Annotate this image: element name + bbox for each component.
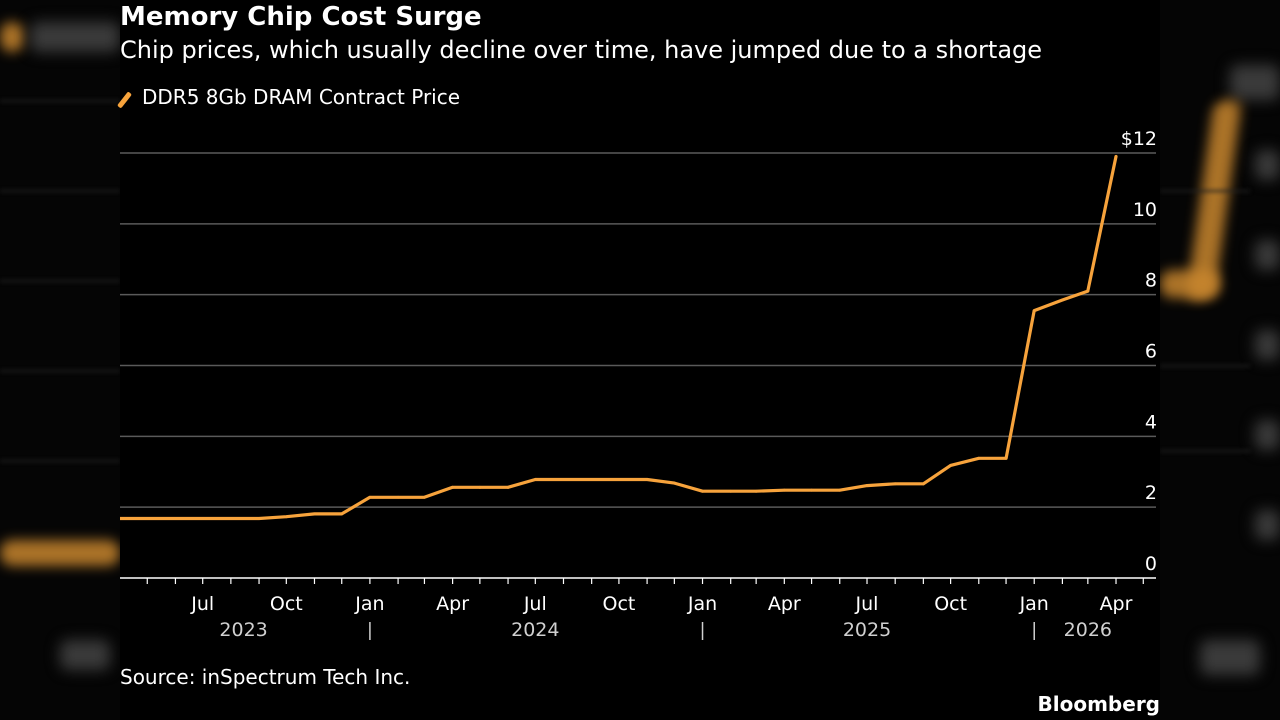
data-point [201, 517, 205, 520]
data-point [701, 489, 704, 493]
data-point [754, 489, 758, 493]
backdrop-right [1160, 0, 1280, 720]
y-tick-label: 0 [1145, 553, 1157, 575]
x-tick-label: Jul [855, 593, 879, 615]
x-tick-label: Oct [602, 593, 635, 615]
source-note: Source: inSpectrum Tech Inc. [120, 665, 411, 689]
x-tick-label: Apr [768, 593, 801, 615]
legend: DDR5 8Gb DRAM Contract Price [120, 85, 460, 109]
data-point [977, 456, 981, 460]
y-tick-label: 6 [1145, 341, 1157, 363]
y-tick-label: 2 [1145, 482, 1157, 504]
data-point [865, 484, 869, 487]
backdrop-left [0, 0, 120, 720]
data-point [672, 481, 676, 485]
data-point [782, 488, 786, 492]
data-point [120, 517, 122, 520]
x-year-label: 2025 [843, 619, 891, 641]
data-point [729, 489, 733, 493]
y-tick-label: 4 [1145, 411, 1157, 433]
y-tick-label: $12 [1121, 128, 1157, 150]
data-point [562, 478, 565, 481]
data-point [257, 517, 261, 520]
x-tick-label: Jan [1019, 593, 1049, 615]
data-point [284, 515, 288, 519]
line-chart: $12 10 8 6 4 2 0 Jul Oct Jan Apr Jul Oct Jan Apr Jul Oct… [120, 128, 1157, 641]
data-point [1060, 298, 1064, 302]
legend-label: DDR5 8Gb DRAM Contract Price [142, 85, 461, 109]
data-point [893, 482, 897, 486]
data-point [340, 512, 344, 516]
data-point [838, 488, 842, 492]
x-tick-label: Jul [523, 593, 547, 615]
x-year-label: 2023 [219, 619, 267, 641]
data-point [533, 478, 537, 481]
x-year-label: 2026 [1064, 619, 1112, 641]
data-point [313, 512, 316, 516]
data-point [396, 495, 400, 499]
data-point [949, 463, 953, 467]
data-point [368, 495, 372, 499]
x-year-label: 2024 [511, 619, 559, 641]
x-tick-label: Apr [436, 593, 469, 615]
data-point [921, 482, 925, 486]
x-tick-label: Oct [934, 593, 967, 615]
chart-card: Memory Chip Cost Surge Chip prices, whic… [120, 0, 1160, 720]
data-point [506, 485, 510, 489]
series-line [120, 154, 1118, 521]
data-point [145, 517, 149, 520]
data-point [1032, 309, 1036, 313]
data-point [617, 478, 621, 481]
x-tick-label: Jul [190, 593, 214, 615]
chart-subtitle: Chip prices, which usually decline over … [120, 36, 1043, 64]
x-tick-label: Oct [270, 593, 303, 615]
data-point [1114, 155, 1118, 158]
x-tick-label: Jan [687, 593, 717, 615]
y-tick-label: 10 [1133, 199, 1157, 221]
x-tick-label: Apr [1100, 593, 1133, 615]
data-point [1086, 289, 1090, 293]
y-tick-label: 8 [1145, 270, 1157, 292]
data-point [451, 485, 455, 489]
data-point [590, 478, 594, 481]
data-point [1004, 456, 1008, 460]
bloomberg-logo: Bloomberg [1037, 692, 1160, 716]
data-point [645, 478, 649, 481]
data-point [423, 495, 426, 499]
data-point [174, 517, 177, 520]
data-point [810, 488, 813, 492]
data-point [229, 517, 233, 520]
x-tick-label: Jan [354, 593, 384, 615]
data-point [478, 485, 482, 489]
chart-title: Memory Chip Cost Surge [120, 2, 482, 32]
